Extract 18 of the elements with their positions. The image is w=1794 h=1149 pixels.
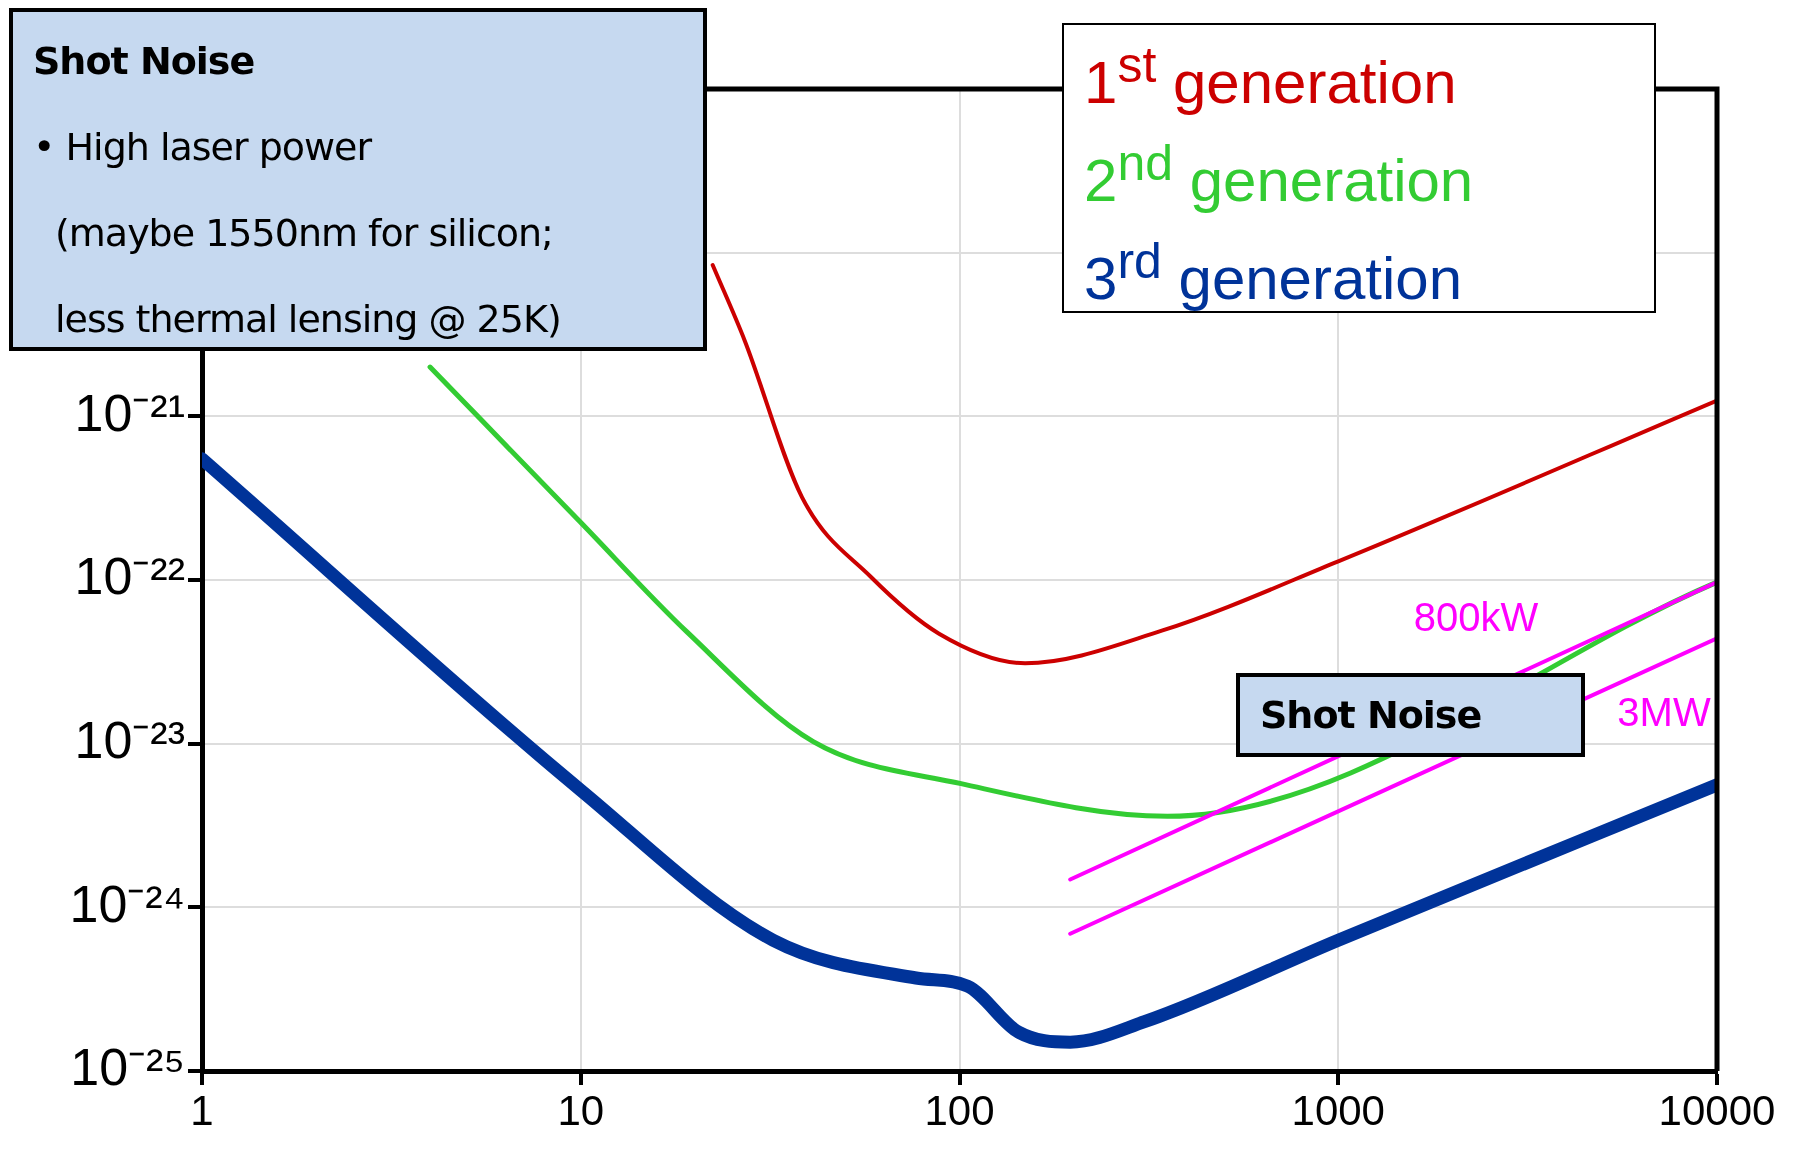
x-tick-label: 10: [557, 1086, 605, 1134]
x-tick-label: 100: [924, 1086, 995, 1134]
annotation: 3MW: [1617, 690, 1711, 735]
annotation: less thermal lensing @ 25K): [54, 296, 562, 343]
annotation: (maybe 1550nm for silicon;: [54, 210, 554, 257]
x-tick-label: 10000: [1658, 1086, 1776, 1134]
annotation: 800kW: [1413, 595, 1539, 640]
y-tick-label: 10⁻²²: [74, 547, 185, 606]
y-tick-label: 10⁻²¹: [74, 383, 185, 442]
y-tick-label: 10⁻²⁵: [70, 1038, 185, 1097]
y-tick-label: 10⁻²³: [74, 711, 185, 770]
legend-box: 1$^{st}$ generation 2$^{nd}$ generation 3$^{rd}$ generation: [1062, 23, 1656, 313]
x-tick-label: 1: [190, 1086, 214, 1134]
annotation: • High laser power: [33, 124, 373, 171]
y-tick-label: 10⁻²⁴: [69, 874, 185, 933]
x-tick-label: 1000: [1291, 1086, 1385, 1134]
note-box: Shot Noise • High laser power (maybe 1550nm for silicon; less thermal lensing @ 25K): [9, 8, 707, 351]
note-box: Shot Noise: [1236, 673, 1585, 757]
